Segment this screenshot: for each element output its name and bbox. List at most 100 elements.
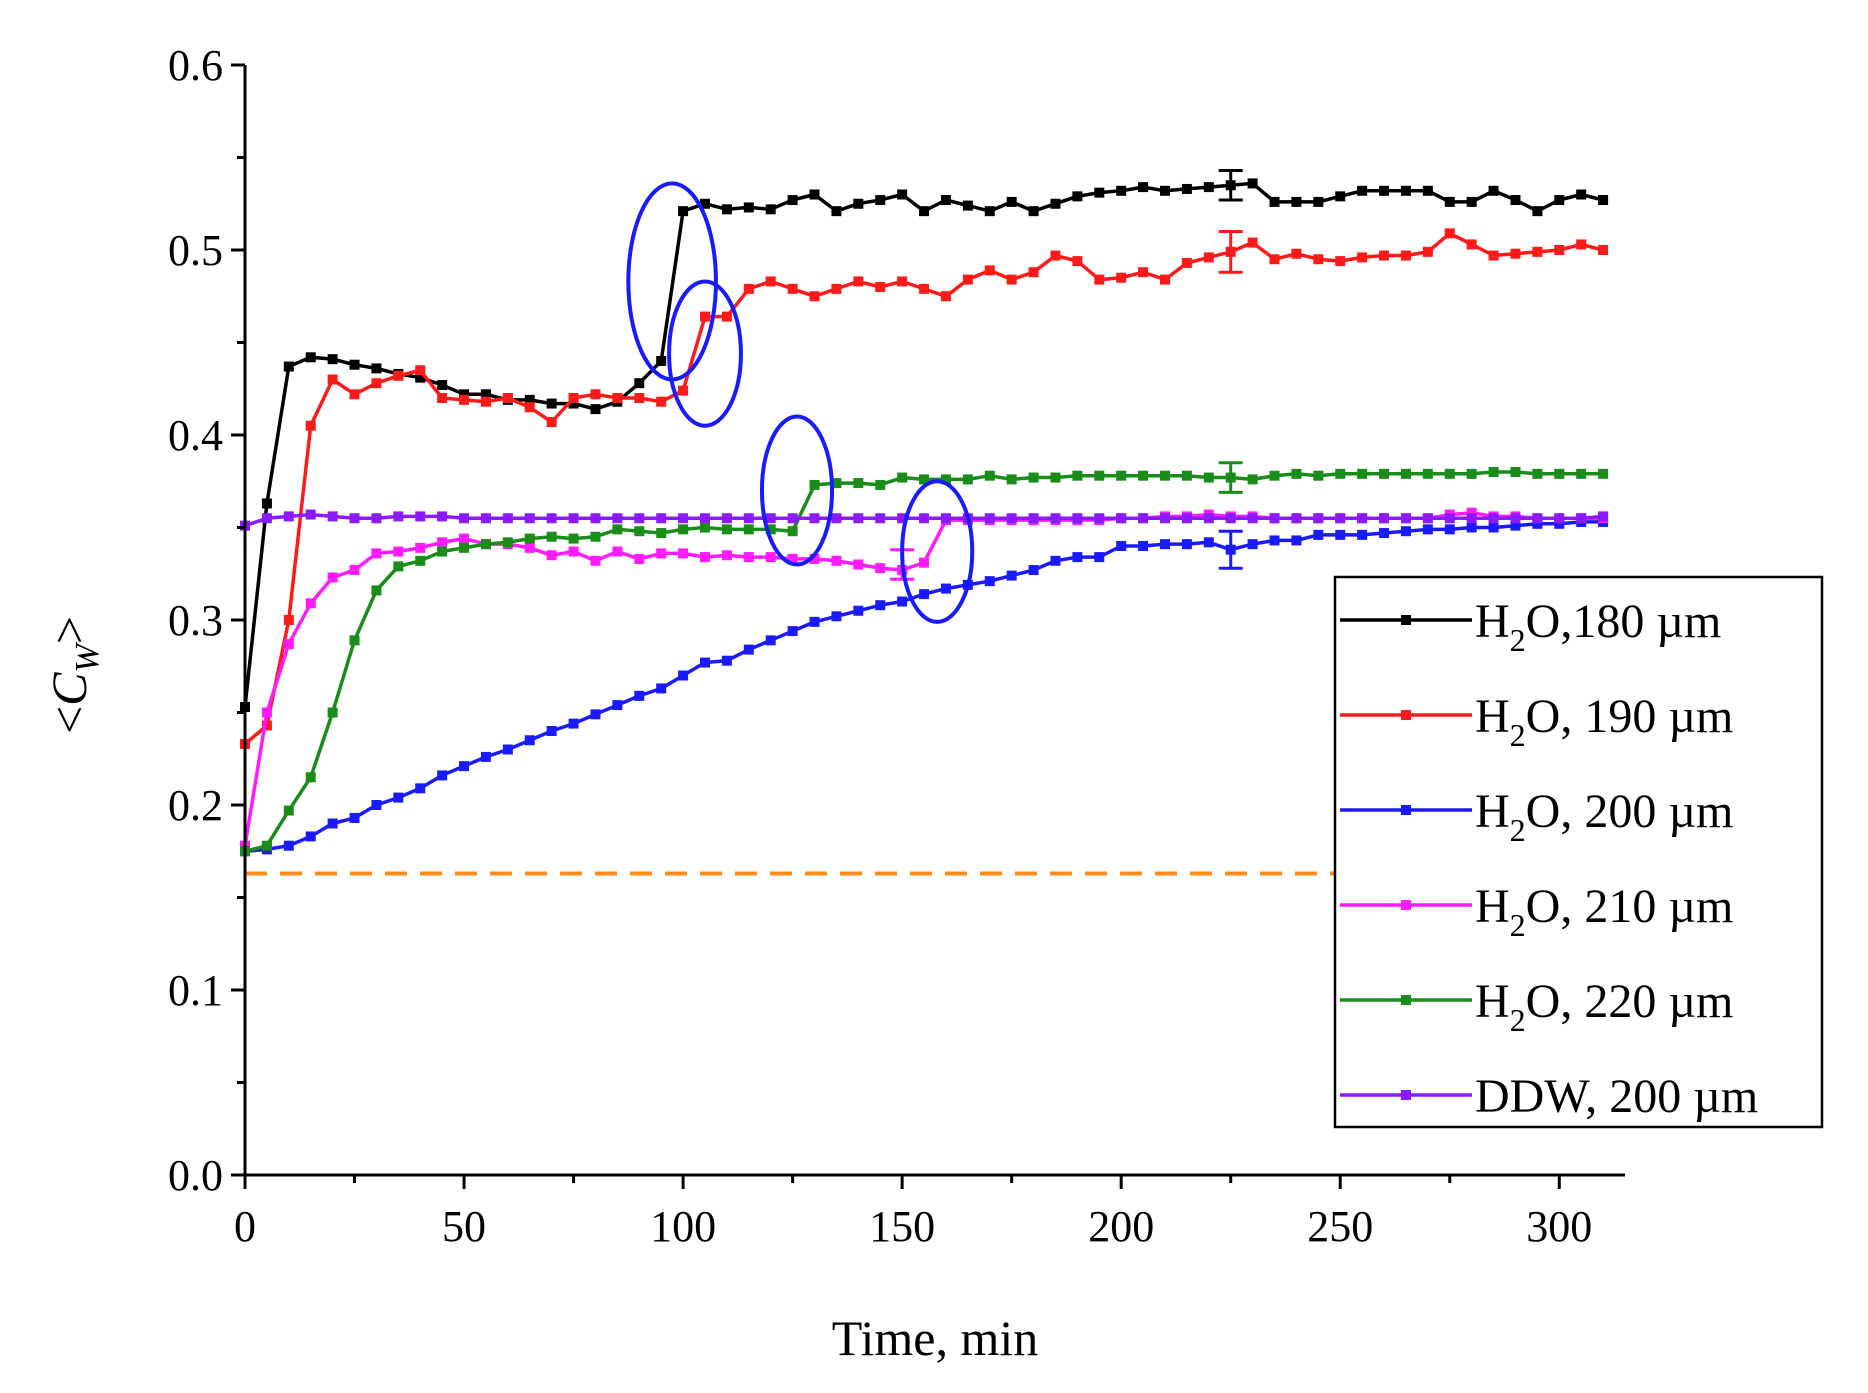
data-point: [349, 389, 360, 400]
data-point: [371, 800, 382, 810]
data-point: [1488, 513, 1499, 524]
data-point: [919, 513, 930, 524]
data-point: [984, 576, 995, 587]
data-point: [919, 283, 930, 294]
data-point: [371, 548, 382, 559]
data-point: [415, 511, 426, 522]
data-point: [1094, 470, 1105, 481]
data-point: [1006, 513, 1017, 524]
data-point: [743, 644, 754, 655]
legend-entry: H2O, 190 µm: [1340, 690, 1733, 753]
data-point: [678, 385, 689, 396]
data-point: [437, 380, 448, 391]
data-point: [853, 198, 864, 209]
data-point: [1422, 468, 1433, 479]
data-point: [678, 670, 689, 681]
data-point: [809, 513, 820, 524]
data-point: [1203, 182, 1214, 193]
data-point: [1138, 182, 1149, 193]
data-point: [634, 690, 645, 701]
data-point: [1554, 245, 1565, 255]
data-point: [283, 805, 294, 816]
data-point: [1072, 552, 1083, 563]
data-point: [1576, 239, 1587, 250]
data-point: [612, 546, 623, 557]
data-point: [1072, 191, 1083, 202]
data-point: [1400, 185, 1411, 196]
data-point: [984, 206, 995, 217]
data-point: [568, 398, 579, 409]
data-point: [875, 513, 886, 524]
data-point: [743, 513, 754, 524]
data-point: [568, 718, 579, 729]
data-point: [1247, 474, 1258, 485]
data-point: [612, 393, 623, 403]
y-tick-label: 0.1: [168, 966, 223, 1015]
data-point: [459, 761, 470, 772]
data-point: [546, 513, 557, 524]
data-point: [853, 559, 864, 570]
data-point: [1466, 468, 1477, 479]
legend-marker: [1401, 1090, 1411, 1100]
data-point: [415, 365, 426, 376]
data-point: [459, 533, 470, 544]
data-point: [1335, 191, 1346, 202]
data-point: [1160, 513, 1170, 524]
data-point: [1269, 254, 1280, 265]
data-point: [590, 513, 601, 524]
data-point: [1116, 185, 1127, 196]
data-point: [1554, 513, 1565, 524]
data-point: [1160, 470, 1170, 481]
data-point: [1094, 187, 1105, 198]
y-tick-label: 0.5: [168, 226, 223, 275]
data-point: [1269, 513, 1280, 524]
data-point: [853, 513, 864, 524]
data-point: [1422, 185, 1433, 196]
data-point: [831, 283, 842, 294]
axes: [231, 63, 1625, 1189]
data-point: [459, 513, 470, 524]
data-point: [656, 513, 667, 524]
data-point: [1247, 178, 1258, 189]
data-point: [700, 552, 710, 563]
x-tick-label: 50: [442, 1202, 486, 1251]
data-point: [962, 274, 973, 285]
data-point: [700, 513, 710, 524]
data-point: [524, 542, 535, 553]
data-point: [305, 420, 316, 431]
data-point: [875, 282, 886, 292]
data-point: [1488, 467, 1499, 477]
data-point: [1422, 513, 1433, 524]
data-point: [1050, 472, 1061, 483]
data-point: [415, 372, 426, 383]
legend-label: H2O, 200 µm: [1475, 785, 1733, 848]
data-point: [1400, 526, 1411, 537]
data-point: [634, 553, 645, 564]
tick-labels: 0.0 0.1 0.2 0.3 0.4 0.5 0.6 0 50 100 150 200 250 300: [168, 41, 1592, 1251]
data-point: [1050, 555, 1061, 566]
data-point: [590, 404, 601, 415]
y-axis-title-sub: W: [69, 641, 106, 672]
legend-label: H2O,180 µm: [1475, 595, 1721, 658]
data-point: [612, 524, 623, 535]
data-point: [634, 513, 645, 524]
data-point: [1225, 513, 1236, 524]
data-point: [1576, 513, 1587, 524]
data-point: [327, 374, 338, 385]
data-point: [1379, 528, 1390, 539]
data-point: [568, 546, 579, 557]
data-point: [1138, 267, 1149, 278]
y-axis-title-var: C: [41, 672, 97, 706]
data-point: [1116, 470, 1127, 481]
data-point: [1576, 468, 1587, 479]
data-point: [984, 265, 995, 276]
legend-entry: H2O,180 µm: [1340, 595, 1721, 658]
data-point: [1598, 245, 1609, 255]
data-point: [1444, 196, 1455, 207]
data-point: [437, 537, 448, 548]
data-point: [1510, 513, 1521, 524]
data-point: [656, 548, 667, 559]
data-point: [1291, 248, 1302, 259]
data-point: [1006, 196, 1017, 207]
